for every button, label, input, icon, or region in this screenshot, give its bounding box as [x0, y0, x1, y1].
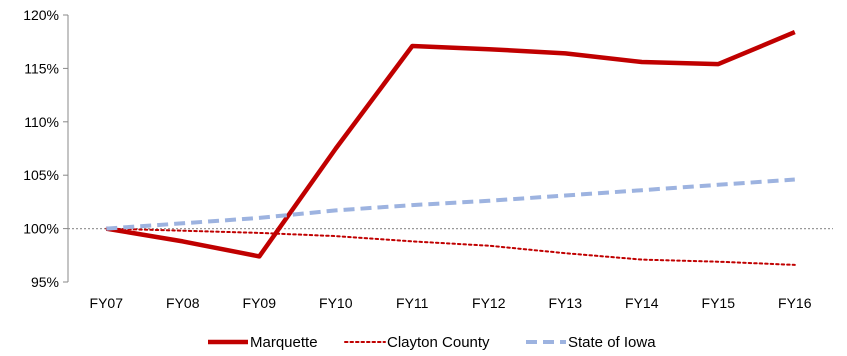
series-line-clayton-county	[105, 227, 796, 266]
legend-label: Marquette	[250, 334, 318, 351]
series-group	[105, 30, 796, 266]
legend-label: State of Iowa	[568, 334, 656, 351]
x-tick-label: FY15	[702, 295, 736, 311]
legend-label: Clayton County	[387, 334, 490, 351]
x-tick-label: FY14	[625, 295, 659, 311]
legend-item-clayton-county: Clayton County	[344, 334, 490, 351]
y-tick-label: 100%	[23, 221, 59, 237]
x-tick-label: FY10	[319, 295, 353, 311]
series-line-state-of-iowa	[106, 177, 795, 231]
y-tick-label: 110%	[24, 114, 59, 130]
x-tick-label: FY12	[472, 295, 506, 311]
x-tick-label: FY11	[396, 295, 429, 311]
y-tick-labels: 95% 100% 105% 110% 115% 120%	[23, 7, 59, 290]
x-tick-label: FY08	[166, 295, 200, 311]
y-tick-label: 120%	[23, 7, 59, 23]
legend-item-state-of-iowa: State of Iowa	[526, 334, 656, 351]
y-tick-label: 105%	[23, 167, 59, 183]
x-tick-label: FY16	[778, 295, 812, 311]
legend-item-marquette: Marquette	[208, 334, 318, 351]
legend: Marquette Clayton County State of Iowa	[208, 334, 656, 351]
axes	[63, 14, 69, 283]
x-tick-label: FY09	[243, 295, 277, 311]
series-line-marquette	[105, 30, 796, 259]
x-tick-label: FY07	[90, 295, 124, 311]
x-tick-labels: FY07 FY08 FY09 FY10 FY11 FY12 FY13 FY14 FY15 FY16	[90, 295, 812, 311]
y-tick-label: 95%	[31, 274, 59, 290]
x-tick-label: FY13	[549, 295, 583, 311]
y-tick-label: 115%	[24, 60, 59, 76]
